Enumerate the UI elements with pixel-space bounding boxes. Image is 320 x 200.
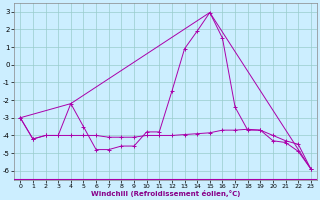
X-axis label: Windchill (Refroidissement éolien,°C): Windchill (Refroidissement éolien,°C) (91, 190, 240, 197)
